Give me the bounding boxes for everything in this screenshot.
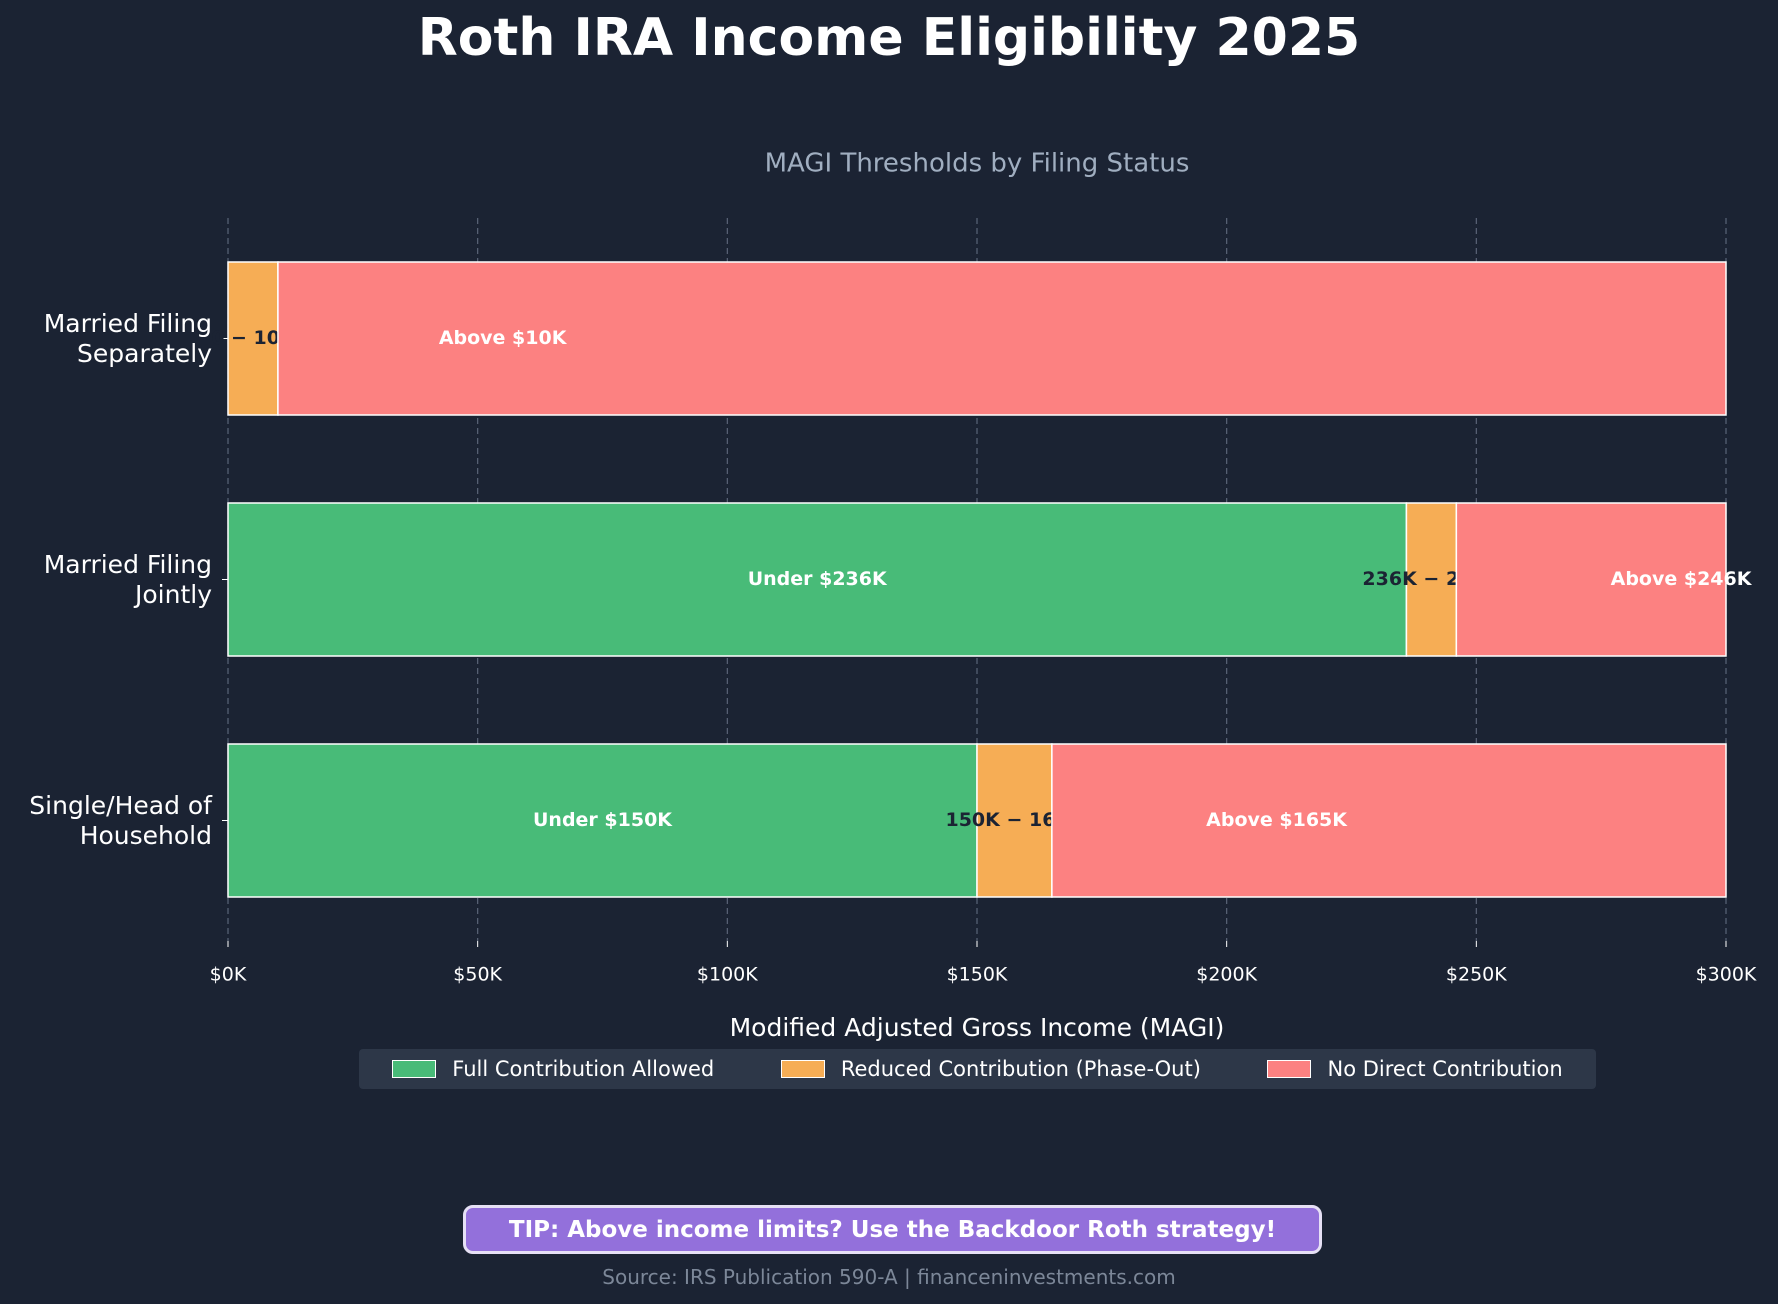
x-tick-label: $250K: [1446, 964, 1507, 986]
legend: Full Contribution Allowed Reduced Contrib…: [359, 1049, 1596, 1089]
chart-subtitle: MAGI Thresholds by Filing Status: [765, 149, 1190, 179]
bar-segment: [227, 502, 1408, 657]
legend-label: Reduced Contribution (Phase-Out): [840, 1057, 1201, 1081]
y-tick-label: Married Filing Separately: [43, 308, 212, 368]
source-note: Source: IRS Publication 590-A | financen…: [602, 1265, 1176, 1289]
segment-label: 150K − 165K: [945, 809, 1084, 831]
bar-segment: [227, 743, 978, 898]
x-axis-label: Modified Adjusted Gross Income (MAGI): [730, 1013, 1225, 1042]
bar-segment: [1405, 502, 1458, 657]
chart-title: Roth IRA Income Eligibility 2025: [417, 8, 1361, 68]
bar-segment: [277, 261, 1727, 416]
legend-label: Full Contribution Allowed: [452, 1057, 715, 1081]
segment-label: Under $236K: [748, 568, 888, 590]
x-tick-label: $0K: [210, 964, 247, 986]
x-tick-label: $300K: [1696, 964, 1757, 986]
segment-label: Above $10K: [439, 327, 568, 349]
y-tick-label: Married Filing Jointly: [43, 549, 212, 609]
segment-label: 0 − 10K: [211, 327, 296, 349]
x-tick-label: $150K: [947, 964, 1008, 986]
y-tick-label: Single/Head of Household: [29, 790, 212, 850]
x-tick-label: $100K: [697, 964, 758, 986]
legend-swatch: [392, 1060, 437, 1078]
segment-label: Above $165K: [1206, 809, 1348, 831]
bar-segment: [227, 261, 279, 416]
legend-label: No Direct Contribution: [1327, 1057, 1563, 1081]
legend-item: Reduced Contribution (Phase-Out): [780, 1057, 1201, 1081]
x-tick-label: $200K: [1196, 964, 1257, 986]
tip-box: TIP: Above income limits? Use the Backdo…: [463, 1205, 1322, 1254]
segment-label: Above $246K: [1611, 568, 1753, 590]
legend-swatch: [780, 1060, 825, 1078]
legend-item: No Direct Contribution: [1267, 1057, 1563, 1081]
bar-segment: [1455, 502, 1727, 657]
legend-swatch: [1267, 1060, 1312, 1078]
bar-segment: [1051, 743, 1727, 898]
segment-label: Under $150K: [533, 809, 673, 831]
x-tick-label: $50K: [453, 964, 502, 986]
bar-segment: [976, 743, 1053, 898]
legend-item: Full Contribution Allowed: [392, 1057, 714, 1081]
